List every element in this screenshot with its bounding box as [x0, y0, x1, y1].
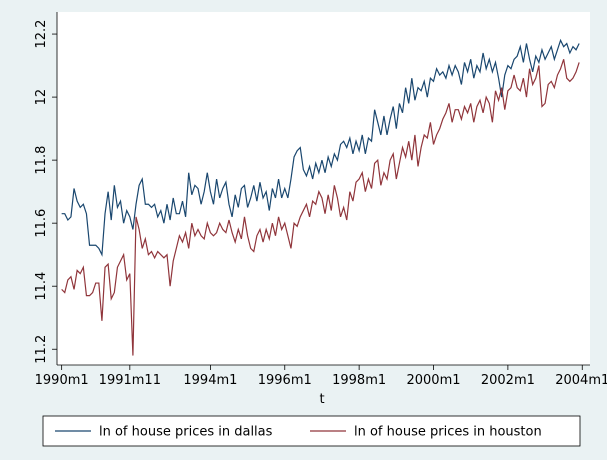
y-tick-label: 11.6	[34, 209, 49, 238]
x-tick-label: 2004m1	[555, 373, 607, 388]
x-axis-label: t	[319, 392, 324, 407]
y-tick-label: 12	[34, 89, 49, 106]
x-tick-label: 2002m1	[481, 373, 535, 388]
series-line	[61, 38, 580, 257]
x-tick-label: 1990m1	[35, 373, 89, 388]
plot-area	[57, 12, 590, 365]
legend-label: ln of house prices in houston	[354, 425, 542, 440]
y-tick-label: 11.8	[34, 146, 49, 175]
x-tick-label: 1994m1	[183, 373, 237, 388]
series-line	[61, 59, 580, 356]
x-tick-label: 2000m1	[406, 373, 460, 388]
y-tick-label: 12.2	[34, 20, 49, 49]
y-tick-label: 11.4	[34, 272, 49, 301]
y-tick-label: 11.2	[34, 335, 49, 364]
x-tick-label: 1991m11	[99, 373, 161, 388]
x-tick-label: 1998m1	[332, 373, 386, 388]
legend-label: ln of house prices in dallas	[99, 425, 273, 440]
x-tick-label: 1996m1	[258, 373, 312, 388]
